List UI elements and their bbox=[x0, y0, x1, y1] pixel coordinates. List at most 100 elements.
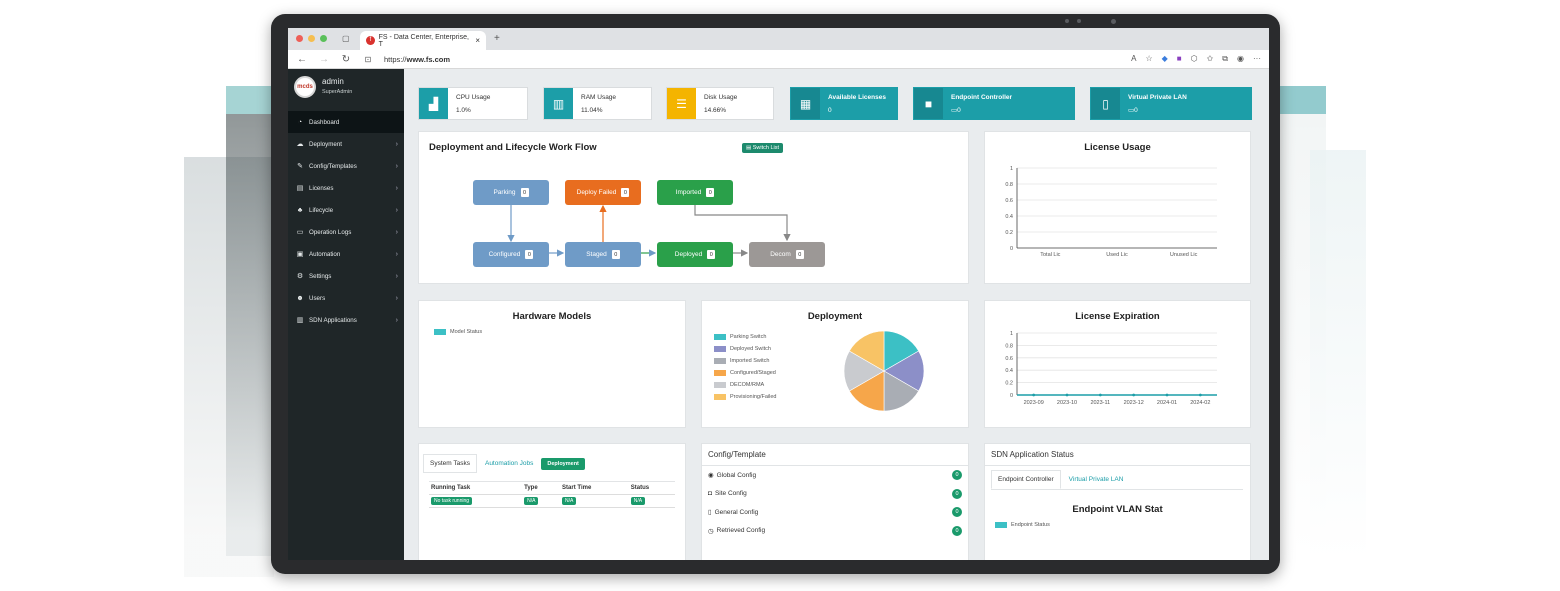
legend-swatch bbox=[714, 394, 726, 400]
sidebar-item-dashboard[interactable]: ◔ Dashboard bbox=[288, 111, 404, 133]
users-icon: ☻ bbox=[296, 294, 304, 302]
sidebar-item-label: SDN Applications bbox=[309, 316, 357, 324]
y-tick-label: 0.6 bbox=[1005, 198, 1013, 204]
config-item-label: General Config bbox=[714, 508, 759, 516]
sidebar-item-operation-logs[interactable]: ▭ Operation Logs › bbox=[288, 221, 404, 243]
laptop-icon: ▭ bbox=[951, 107, 958, 114]
address-bar: ← → ↻ ⊡ https://www.fs.com A ☆ ◆ ■ ⬡ ✩ ⧉… bbox=[288, 50, 1269, 69]
config-item-global-config[interactable]: ◉ Global Config 0 bbox=[702, 466, 968, 485]
chevron-right-icon: › bbox=[395, 316, 398, 324]
y-tick-label: 1 bbox=[1010, 166, 1013, 172]
config-item-label: Global Config bbox=[716, 471, 757, 479]
sidebar-item-lifecycle[interactable]: ♣ Lifecycle › bbox=[288, 199, 404, 221]
sidebar-item-label: Operation Logs bbox=[309, 228, 352, 236]
workflow-node-parking[interactable]: Parking 0 bbox=[473, 180, 549, 205]
monitor-icon: ▭ bbox=[296, 229, 304, 236]
extension-2-icon[interactable]: ■ bbox=[1176, 54, 1182, 63]
sidebar-item-label: Users bbox=[309, 294, 326, 302]
config-item-site-config[interactable]: ◘ Site Config 0 bbox=[702, 485, 968, 504]
stat-card-cpu-usage[interactable]: ▟ CPU Usage 1.0% bbox=[418, 87, 528, 120]
favorites-icon[interactable]: ✩ bbox=[1206, 54, 1214, 63]
y-tick-label: 0.4 bbox=[1005, 214, 1013, 220]
user-profile[interactable]: mcds admin SuperAdmin bbox=[288, 69, 404, 105]
forward-arrow-icon[interactable]: → bbox=[319, 53, 329, 65]
sidebar-toggle-icon[interactable]: ▢ bbox=[342, 34, 350, 43]
config-item-retrieved-config[interactable]: ◷ Retrieved Config 0 bbox=[702, 522, 968, 541]
node-label: Configured bbox=[488, 251, 521, 258]
y-tick-label: 0.8 bbox=[1005, 343, 1013, 349]
tab-automation-jobs[interactable]: Automation Jobs bbox=[484, 460, 534, 467]
stat-card-virtual-private-lan[interactable]: ▯ Virtual Private LAN ▭0 bbox=[1090, 87, 1252, 120]
switch-list-button[interactable]: ▤ Switch List bbox=[742, 143, 784, 153]
workflow-node-decom[interactable]: Decom 0 bbox=[749, 242, 825, 267]
edit-icon: ✎ bbox=[297, 163, 303, 170]
sidebar-item-deployment[interactable]: ☁ Deployment › bbox=[288, 133, 404, 155]
camera-lens bbox=[1111, 19, 1116, 24]
url-field[interactable]: https://www.fs.com bbox=[384, 54, 450, 64]
workflow-node-deploy-failed[interactable]: Deploy Failed 0 bbox=[565, 180, 641, 205]
chevron-right-icon: › bbox=[395, 272, 398, 280]
sidebar-item-licenses[interactable]: ▤ Licenses › bbox=[288, 177, 404, 199]
sidebar-item-users[interactable]: ☻ Users › bbox=[288, 287, 404, 309]
stat-card-endpoint-controller[interactable]: ■ Endpoint Controller ▭0 bbox=[913, 87, 1075, 120]
close-window-button[interactable] bbox=[296, 35, 303, 42]
workflow-node-staged[interactable]: Staged 0 bbox=[565, 242, 641, 267]
cogs-icon: ⚙ bbox=[296, 273, 304, 280]
tab-virtual-private-lan[interactable]: Virtual Private LAN bbox=[1068, 476, 1124, 483]
profile-icon[interactable]: ◉ bbox=[1237, 54, 1244, 63]
stat-value: 11.04% bbox=[581, 107, 603, 114]
new-tab-icon[interactable]: + bbox=[494, 33, 500, 44]
reload-icon[interactable]: ↻ bbox=[341, 53, 351, 65]
workflow-node-deployed[interactable]: Deployed 0 bbox=[657, 242, 733, 267]
pie-slice[interactable] bbox=[848, 330, 885, 372]
x-tick-label: 2023-12 bbox=[1124, 400, 1144, 406]
more-menu-icon[interactable]: ··· bbox=[1253, 54, 1261, 63]
count-badge: 0 bbox=[952, 507, 962, 518]
close-tab-icon[interactable]: × bbox=[475, 36, 480, 45]
data-point bbox=[1165, 393, 1169, 397]
extension-icon[interactable]: ◆ bbox=[1161, 54, 1168, 63]
sidebar-item-label: Licenses bbox=[309, 184, 334, 192]
legend-swatch bbox=[714, 370, 726, 376]
node-count: 0 bbox=[707, 250, 716, 259]
read-aloud-icon[interactable]: A bbox=[1131, 54, 1137, 63]
browser-tab[interactable]: f FS - Data Center, Enterprise, T × bbox=[360, 31, 486, 50]
license-expiration-title: License Expiration bbox=[1075, 311, 1160, 322]
data-point bbox=[1132, 393, 1136, 397]
chevron-right-icon: › bbox=[395, 140, 398, 148]
sidebar-item-settings[interactable]: ⚙ Settings › bbox=[288, 265, 404, 287]
stat-value: 14.66% bbox=[704, 107, 727, 114]
stat-label: RAM Usage bbox=[581, 94, 617, 101]
x-tick-label: 2023-10 bbox=[1057, 400, 1077, 406]
stat-card-disk-usage[interactable]: ☰ Disk Usage 14.66% bbox=[666, 87, 774, 120]
legend-swatch bbox=[714, 334, 726, 340]
config-item-general-config[interactable]: ▯ General Config 0 bbox=[702, 503, 968, 522]
node-label: Imported bbox=[675, 189, 702, 196]
y-tick-label: 0 bbox=[1010, 246, 1013, 252]
extension-3-icon[interactable]: ⬡ bbox=[1190, 54, 1198, 63]
favorite-star-icon[interactable]: ☆ bbox=[1145, 54, 1153, 63]
workflow-node-imported[interactable]: Imported 0 bbox=[657, 180, 733, 205]
tab-deployment[interactable]: Deployment bbox=[541, 457, 585, 470]
legend-swatch bbox=[714, 346, 726, 352]
data-point bbox=[1098, 393, 1102, 397]
tab-system-tasks[interactable]: System Tasks bbox=[423, 454, 477, 473]
back-arrow-icon[interactable]: ← bbox=[297, 53, 307, 65]
sidebar-item-config-templates[interactable]: ✎ Config/Templates › bbox=[288, 155, 404, 177]
chevron-right-icon: › bbox=[395, 184, 398, 192]
stat-card-available-licenses[interactable]: ▦ Available Licenses 0 bbox=[790, 87, 898, 120]
collections-icon[interactable]: ⧉ bbox=[1222, 54, 1229, 63]
data-point bbox=[1032, 393, 1036, 397]
maximize-window-button[interactable] bbox=[320, 35, 327, 42]
sidebar-item-sdn-applications[interactable]: ▥ SDN Applications › bbox=[288, 309, 404, 331]
deployment-title: Deployment bbox=[807, 311, 863, 322]
minimize-window-button[interactable] bbox=[308, 35, 315, 42]
browser-tab-bar: ▢ f FS - Data Center, Enterprise, T × + bbox=[288, 28, 1269, 50]
sidebar-item-automation[interactable]: ▣ Automation › bbox=[288, 243, 404, 265]
tab-endpoint-controller[interactable]: Endpoint Controller bbox=[991, 470, 1061, 489]
count-badge: 0 bbox=[952, 525, 962, 536]
stat-card-ram-usage[interactable]: ▥ RAM Usage 11.04% bbox=[543, 87, 652, 120]
config-item-icon: ◘ bbox=[708, 490, 712, 498]
workflow-node-configured[interactable]: Configured 0 bbox=[473, 242, 549, 267]
config-template-title: Config/Template bbox=[702, 444, 968, 466]
